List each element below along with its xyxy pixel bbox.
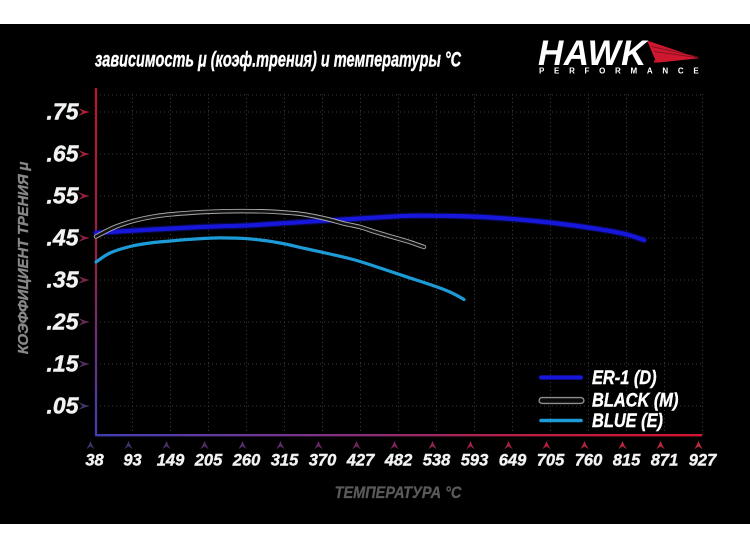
svg-text:BLACK (M): BLACK (M) xyxy=(592,389,678,411)
svg-text:482: 482 xyxy=(384,452,413,470)
svg-text:BLUE (E): BLUE (E) xyxy=(592,410,663,432)
svg-text:927: 927 xyxy=(689,452,717,470)
svg-text:370: 370 xyxy=(309,452,337,470)
svg-text:.05: .05 xyxy=(47,393,80,419)
svg-text:205: 205 xyxy=(194,452,223,470)
svg-text:149: 149 xyxy=(157,452,185,470)
svg-text:.65: .65 xyxy=(47,141,80,167)
svg-text:38: 38 xyxy=(85,452,104,470)
svg-text:ТЕМПЕРАТУРА °C: ТЕМПЕРАТУРА °C xyxy=(335,484,462,502)
svg-text:538: 538 xyxy=(423,452,451,470)
svg-text:КОЭФФИЦИЕНТ ТРЕНИЯ μ: КОЭФФИЦИЕНТ ТРЕНИЯ μ xyxy=(15,162,32,355)
svg-text:649: 649 xyxy=(499,452,527,470)
svg-text:.75: .75 xyxy=(47,99,80,125)
svg-text:.15: .15 xyxy=(47,351,80,377)
svg-text:260: 260 xyxy=(232,452,261,470)
svg-text:.55: .55 xyxy=(47,183,80,209)
svg-text:.25: .25 xyxy=(47,309,80,335)
svg-text:HAWK: HAWK xyxy=(538,34,649,73)
svg-text:871: 871 xyxy=(651,452,679,470)
svg-text:.45: .45 xyxy=(47,225,80,251)
svg-text:593: 593 xyxy=(461,452,489,470)
svg-text:427: 427 xyxy=(346,452,375,470)
svg-text:.35: .35 xyxy=(47,267,80,293)
svg-text:815: 815 xyxy=(613,452,641,470)
svg-text:93: 93 xyxy=(123,452,141,470)
svg-text:зависимость μ (коэф.трения) и: зависимость μ (коэф.трения) и температур… xyxy=(95,48,462,71)
svg-text:760: 760 xyxy=(575,452,603,470)
svg-text:ER-1 (D): ER-1 (D) xyxy=(592,367,657,389)
svg-text:315: 315 xyxy=(271,452,299,470)
svg-text:705: 705 xyxy=(537,452,565,470)
svg-text:PERFORMANCE: PERFORMANCE xyxy=(539,67,708,76)
